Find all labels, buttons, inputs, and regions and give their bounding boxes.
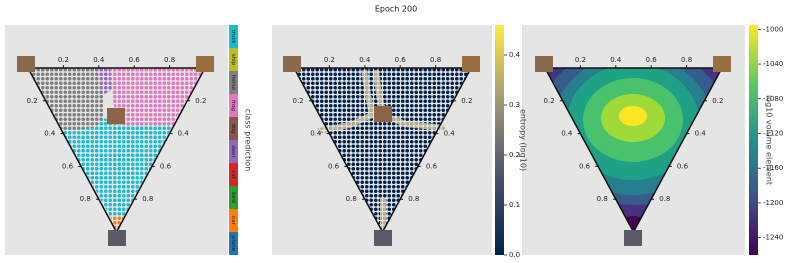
colorbar-category: cat [230, 170, 236, 179]
edge-tick-label: 0.6 [129, 56, 141, 64]
edge-tick-label: 0.6 [328, 162, 340, 170]
edge-tick-label: 0.2 [712, 97, 723, 105]
edge-tick-label: 0.8 [430, 56, 441, 64]
colorbar [749, 25, 758, 255]
edge-tick-label: 0.2 [58, 56, 69, 64]
edge-tick-label: 0.4 [561, 130, 573, 138]
thumbnails [17, 56, 731, 246]
edge-tick-label: 0.4 [310, 130, 322, 138]
edge-tick-label: 0.4 [93, 56, 105, 64]
colorbar-label: log10 volume element [765, 95, 774, 185]
colorbar-segment [229, 25, 238, 48]
edge-tick-label: 0.4 [610, 56, 622, 64]
edge-tick-label: 0.2 [324, 56, 335, 64]
edge-tick-label: 0.6 [426, 162, 438, 170]
edge-tick-label: 0.6 [160, 162, 172, 170]
edge-tick-label: 0.6 [395, 56, 407, 64]
edge-tick-label: 0.4 [444, 130, 456, 138]
colorbar-category: car [230, 216, 236, 225]
edge-tick-label: 0.8 [659, 195, 670, 203]
colorbar-tick-label: -1240 [763, 234, 783, 242]
edge-tick-label: 0.4 [695, 130, 707, 138]
colorbar-tick-label: -1160 [763, 164, 783, 172]
triangle-outline [543, 67, 724, 234]
colorbar-tick-label: 0.1 [509, 201, 520, 209]
colorbar-segment [229, 94, 238, 117]
colorbar-category: frog [230, 100, 236, 111]
edge-tick-label: 0.8 [142, 195, 153, 203]
edge-tick-label: 0.4 [359, 56, 371, 64]
colorbar-label: class prediction [244, 109, 253, 172]
colorbar-segment [229, 140, 238, 163]
edge-tick-label: 0.4 [44, 130, 56, 138]
region [98, 68, 112, 95]
colorbar-category: plane [230, 236, 236, 252]
edge-tick-label: 0.8 [346, 195, 357, 203]
colorbar-label: entropy (log10) [519, 109, 528, 171]
colorbar-tick-label: 0.2 [509, 151, 520, 159]
colorbar-category: dog [230, 123, 236, 133]
triangle-outline [26, 67, 207, 234]
colorbar [495, 25, 504, 255]
edge-tick-label: 0.6 [646, 56, 658, 64]
edge-tick-label: 0.8 [597, 195, 608, 203]
edge-tick-label: 0.8 [408, 195, 419, 203]
colorbar-tick-label: -1120 [763, 129, 783, 137]
colorbar-segment [229, 232, 238, 255]
edge-tick-label: 0.8 [80, 195, 91, 203]
edge-tick-label: 0.2 [195, 97, 206, 105]
colorbar-tick-label: -1040 [763, 60, 783, 68]
edge-tick-label: 0.6 [677, 162, 689, 170]
colorbar-tick-label: 0.4 [509, 51, 521, 59]
boundary [317, 69, 376, 134]
region [62, 118, 174, 216]
colorbar-tick-label: 0.3 [509, 101, 520, 109]
colorbar-category: horse [230, 75, 236, 91]
edge-tick-label: 0.8 [681, 56, 692, 64]
colorbar-tick-label: -1080 [763, 95, 783, 103]
region [110, 216, 125, 232]
triangle-outline [292, 67, 473, 234]
colorbar-category: ship [230, 54, 236, 66]
colorbar-segment [229, 163, 238, 186]
region [28, 68, 104, 131]
edge-tick-label: 0.2 [575, 56, 586, 64]
region [294, 68, 472, 232]
colorbar-segment [229, 186, 238, 209]
colorbar-segment [229, 117, 238, 140]
colorbar-segment [229, 209, 238, 232]
edge-tick-label: 0.4 [178, 130, 190, 138]
colorbar-category: deer [230, 145, 236, 158]
edge-tick-label: 0.2 [27, 97, 38, 105]
colorbar-tick-label: 0.0 [509, 251, 520, 259]
colorbar-segment [229, 48, 238, 71]
edge-tick-label: 0.8 [164, 56, 175, 64]
edge-tick-label: 0.6 [62, 162, 74, 170]
edge-tick-label: 0.2 [293, 97, 304, 105]
edge-tick-label: 0.2 [461, 97, 472, 105]
edge-tick-label: 0.2 [544, 97, 555, 105]
colorbar-segment [229, 71, 238, 94]
colorbar-category: truck [230, 29, 236, 44]
edge-tick-label: 0.6 [579, 162, 591, 170]
colorbar-category: bird [230, 192, 236, 203]
colorbar-tick-label: -1000 [763, 25, 783, 33]
figure-title: Epoch 200 [375, 5, 417, 14]
colorbar-tick-label: -1200 [763, 199, 783, 207]
